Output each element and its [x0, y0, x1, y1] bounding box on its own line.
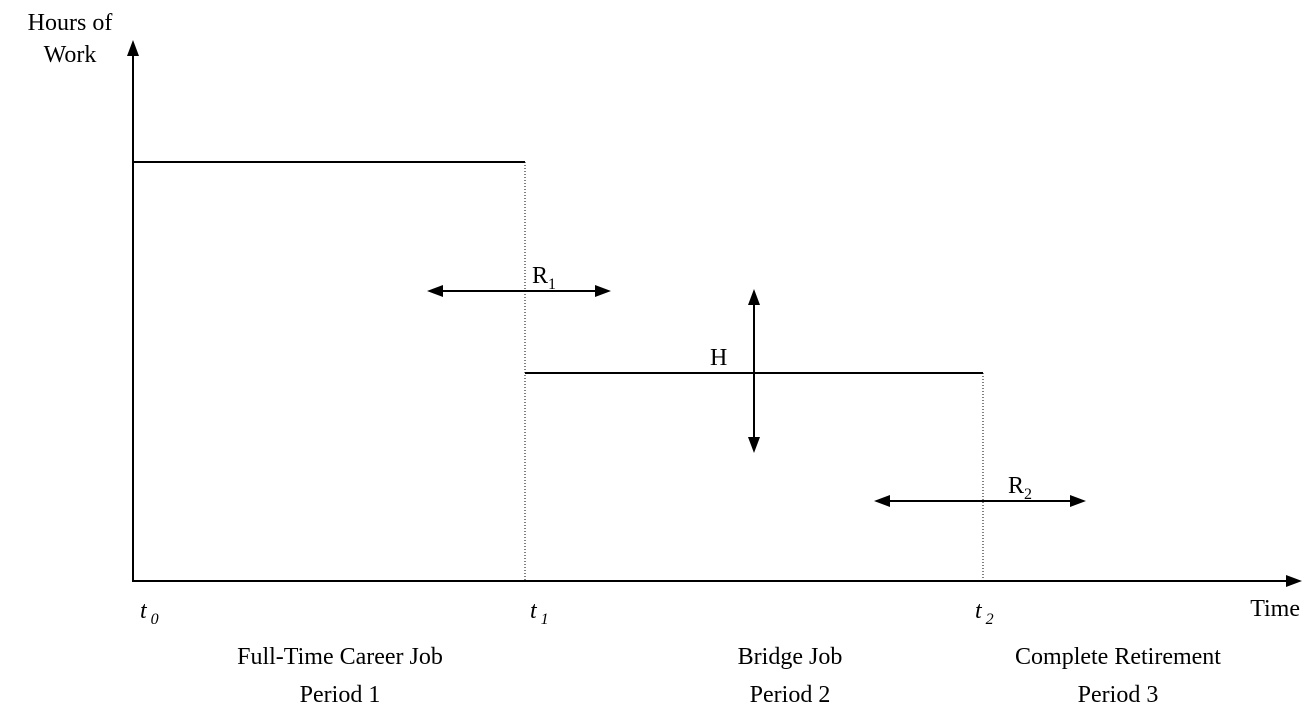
subscript: 0 [151, 611, 159, 628]
y-axis-arrowhead [127, 40, 139, 56]
arrowhead [427, 285, 443, 297]
arrowhead [748, 289, 760, 305]
period-name: Complete Retirement [1015, 644, 1221, 670]
period-label: Period 1 [300, 682, 381, 708]
arrowhead [874, 495, 890, 507]
x-axis-arrowhead [1286, 575, 1302, 587]
h-label: H [710, 345, 727, 371]
period-label: Period 3 [1078, 682, 1159, 708]
symbol: R [1008, 473, 1024, 499]
symbol: t [975, 598, 983, 624]
r2-label: R2 [1008, 473, 1032, 503]
subscript: 1 [541, 611, 549, 628]
symbol: R [532, 263, 548, 289]
subscript: 1 [548, 276, 556, 293]
arrowhead [595, 285, 611, 297]
period-name: Full-Time Career Job [237, 644, 443, 670]
y-axis-label: Hours of [28, 10, 113, 36]
arrowhead [1070, 495, 1086, 507]
r1-label: R1 [532, 263, 556, 293]
period-label: Period 2 [750, 682, 831, 708]
symbol: t [530, 598, 538, 624]
subscript: 2 [1024, 486, 1032, 503]
y-axis-label: Work [44, 42, 97, 68]
subscript: 2 [986, 611, 994, 628]
arrowhead [748, 437, 760, 453]
period-name: Bridge Job [738, 644, 843, 670]
x-axis-label: Time [1250, 596, 1300, 622]
symbol: t [140, 598, 148, 624]
